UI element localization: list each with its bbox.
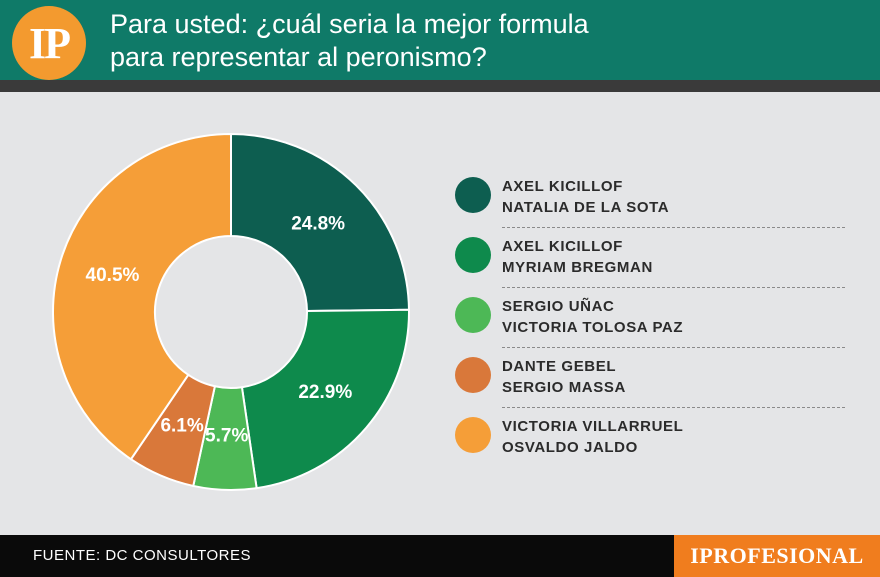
- slice-label-5: 40.5%: [86, 265, 140, 286]
- chart-title: Para usted: ¿cuál seria la mejor formula…: [110, 8, 850, 74]
- brand-box: IPROFESIONAL: [674, 535, 880, 577]
- legend-item-3: SERGIO UÑAC VICTORIA TOLOSA PAZ: [455, 288, 845, 348]
- legend-divider: [502, 287, 845, 288]
- legend-item-2: AXEL KICILLOF MYRIAM BREGMAN: [455, 228, 845, 288]
- donut-slice-1: [230, 132, 410, 313]
- logo-text: IP: [29, 18, 71, 68]
- slice-label-4: 6.1%: [160, 415, 203, 436]
- legend-label-line-2: VICTORIA TOLOSA PAZ: [502, 319, 684, 336]
- legend-label-line-1: VICTORIA VILLARRUEL: [502, 418, 684, 435]
- legend-label-line-2: SERGIO MASSA: [502, 379, 626, 396]
- title-line-2: para representar al peronismo?: [110, 42, 487, 72]
- title-line-1: Para usted: ¿cuál seria la mejor formula: [110, 9, 589, 39]
- legend-swatch: [455, 237, 491, 273]
- chart-legend: AXEL KICILLOF NATALIA DE LA SOTA AXEL KICI…: [455, 168, 845, 468]
- slice-label-1: 24.8%: [291, 213, 345, 234]
- legend-divider: [502, 347, 845, 348]
- donut-slice-2: [240, 308, 410, 490]
- legend-swatch: [455, 177, 491, 213]
- legend-label-line-1: DANTE GEBEL: [502, 358, 617, 375]
- ip-logo: IP: [12, 6, 86, 80]
- legend-label-line-2: OSVALDO JALDO: [502, 439, 638, 456]
- legend-label: VICTORIA VILLARRUEL OSVALDO JALDO: [502, 416, 683, 458]
- legend-swatch: [455, 297, 491, 333]
- brand-text: IPROFESIONAL: [690, 543, 864, 568]
- legend-label-line-1: AXEL KICILLOF: [502, 178, 623, 195]
- header-bar: [0, 0, 880, 80]
- slice-label-2: 22.9%: [298, 382, 352, 403]
- legend-label: SERGIO UÑAC VICTORIA TOLOSA PAZ: [502, 296, 683, 338]
- legend-label-line-2: MYRIAM BREGMAN: [502, 259, 653, 276]
- legend-item-5: VICTORIA VILLARRUEL OSVALDO JALDO: [455, 408, 845, 468]
- legend-label-line-1: AXEL KICILLOF: [502, 238, 623, 255]
- legend-label: AXEL KICILLOF NATALIA DE LA SOTA: [502, 176, 669, 218]
- source-text: FUENTE: DC CONSULTORES: [33, 547, 251, 564]
- legend-swatch: [455, 417, 491, 453]
- legend-divider: [502, 227, 845, 228]
- legend-item-1: AXEL KICILLOF NATALIA DE LA SOTA: [455, 168, 845, 228]
- legend-label: DANTE GEBEL SERGIO MASSA: [502, 356, 626, 398]
- legend-label-line-2: NATALIA DE LA SOTA: [502, 199, 670, 216]
- donut-slice-5: [52, 132, 232, 461]
- donut-chart: 24.8% 22.9% 5.7%6.1% 40.5%: [52, 132, 410, 491]
- legend-label-line-1: SERGIO UÑAC: [502, 298, 615, 315]
- slice-label-3: 5.7%: [205, 425, 248, 446]
- legend-item-4: DANTE GEBEL SERGIO MASSA: [455, 348, 845, 408]
- legend-label: AXEL KICILLOF MYRIAM BREGMAN: [502, 236, 653, 278]
- header-shadow-bar: [0, 80, 880, 92]
- legend-divider: [502, 407, 845, 408]
- footer-bar: FUENTE: DC CONSULTORES IPROFESIONAL: [0, 535, 880, 577]
- legend-swatch: [455, 357, 491, 393]
